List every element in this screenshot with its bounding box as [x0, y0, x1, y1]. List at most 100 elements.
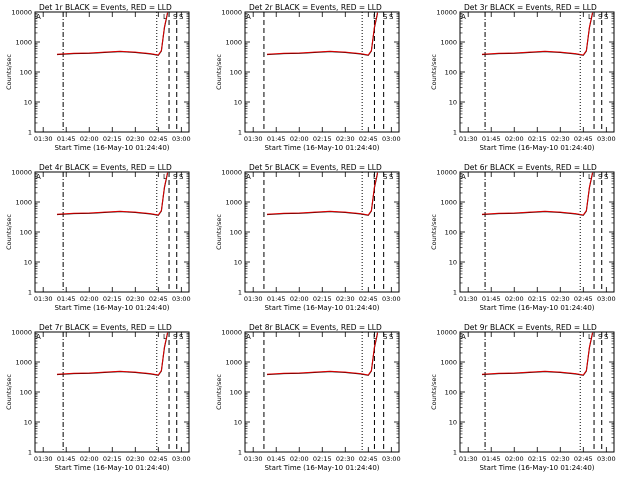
panel-title: Det 6r BLACK = Events, RED = LLD — [464, 163, 597, 172]
corner-mark: S — [173, 333, 178, 341]
panel-det-9: Det 9r BLACK = Events, RED = LLDALSS1101… — [430, 323, 616, 472]
x-tick-label: 03:00 — [172, 135, 191, 143]
y-tick-label: 10000 — [436, 9, 457, 17]
x-tick-label: 03:00 — [382, 295, 401, 303]
series-line-lld — [56, 172, 168, 216]
x-axis-label: Start Time (16-May-10 01:24:40) — [54, 304, 169, 312]
y-axis-label: Counts/sec — [5, 54, 13, 90]
y-tick-label: 10000 — [436, 329, 457, 337]
x-tick-label: 02:15 — [103, 135, 122, 143]
corner-mark: L — [373, 333, 377, 341]
y-tick-label: 1000 — [440, 359, 457, 367]
y-tick-label: 10 — [449, 99, 457, 107]
y-axis-label: Counts/sec — [430, 374, 438, 410]
y-tick-label: 1 — [453, 129, 457, 137]
x-tick-label: 03:00 — [172, 295, 191, 303]
y-tick-label: 10 — [24, 259, 32, 267]
x-tick-label: 02:30 — [336, 295, 355, 303]
x-tick-label: 02:30 — [551, 295, 570, 303]
y-tick-label: 10000 — [436, 169, 457, 177]
x-tick-label: 02:15 — [313, 135, 332, 143]
y-tick-label: 1000 — [15, 359, 32, 367]
panel-title: Det 9r BLACK = Events, RED = LLD — [464, 323, 597, 332]
series-line-lld — [266, 332, 378, 376]
corner-mark: A — [246, 333, 251, 341]
y-axis-label: Counts/sec — [430, 214, 438, 250]
corner-mark: L — [373, 173, 377, 181]
corner-mark: L — [163, 173, 167, 181]
corner-mark: S — [598, 13, 603, 21]
y-tick-label: 10000 — [11, 329, 32, 337]
y-tick-label: 100 — [230, 69, 242, 77]
plot-frame — [244, 331, 400, 453]
y-axis-label: Counts/sec — [215, 54, 223, 90]
y-tick-label: 1000 — [440, 39, 457, 47]
x-tick-label: 02:00 — [290, 135, 309, 143]
plot-frame — [244, 11, 400, 133]
x-tick-label: 01:30 — [244, 135, 263, 143]
plot-frame — [459, 11, 615, 133]
x-tick-label: 02:15 — [528, 135, 547, 143]
y-tick-label: 10000 — [221, 329, 242, 337]
series-line-lld — [481, 332, 593, 376]
y-tick-label: 100 — [445, 229, 457, 237]
y-tick-label: 1000 — [225, 199, 242, 207]
corner-mark: L — [588, 173, 592, 181]
y-tick-label: 10000 — [221, 9, 242, 17]
corner-mark: A — [36, 333, 41, 341]
y-tick-label: 10000 — [221, 169, 242, 177]
y-tick-label: 1 — [453, 289, 457, 297]
y-tick-label: 1000 — [440, 199, 457, 207]
y-tick-label: 10 — [234, 419, 242, 427]
x-axis-label: Start Time (16-May-10 01:24:40) — [479, 304, 594, 312]
plot-frame — [459, 331, 615, 453]
y-tick-label: 1 — [28, 129, 32, 137]
y-axis-label: Counts/sec — [5, 374, 13, 410]
y-tick-label: 10 — [24, 419, 32, 427]
x-tick-label: 01:45 — [57, 295, 76, 303]
y-tick-label: 100 — [230, 229, 242, 237]
y-tick-label: 10 — [449, 419, 457, 427]
x-tick-label: 02:00 — [290, 295, 309, 303]
corner-mark: S — [598, 333, 603, 341]
y-axis-label: Counts/sec — [215, 374, 223, 410]
panel-title: Det 4r BLACK = Events, RED = LLD — [39, 163, 172, 172]
x-tick-label: 02:15 — [528, 295, 547, 303]
y-tick-label: 100 — [445, 69, 457, 77]
panel-det-1: Det 1r BLACK = Events, RED = LLDALSS1101… — [5, 3, 191, 152]
x-axis-label: Start Time (16-May-10 01:24:40) — [264, 304, 379, 312]
y-tick-label: 10 — [24, 99, 32, 107]
plot-frame — [459, 171, 615, 293]
panel-det-4: Det 4r BLACK = Events, RED = LLDALSS1101… — [5, 163, 191, 312]
x-tick-label: 01:45 — [57, 135, 76, 143]
corner-mark: A — [246, 173, 251, 181]
plot-frame — [34, 11, 190, 133]
x-tick-label: 02:00 — [80, 455, 99, 463]
x-tick-label: 01:45 — [57, 455, 76, 463]
corner-mark: A — [461, 173, 466, 181]
x-tick-label: 01:45 — [267, 135, 286, 143]
corner-mark: S — [173, 13, 178, 21]
corner-mark: A — [461, 333, 466, 341]
x-tick-label: 02:45 — [359, 455, 378, 463]
corner-mark: A — [36, 13, 41, 21]
x-tick-label: 01:45 — [267, 295, 286, 303]
x-tick-label: 03:00 — [382, 455, 401, 463]
x-tick-label: 03:00 — [597, 295, 616, 303]
x-tick-label: 01:30 — [244, 295, 263, 303]
x-tick-label: 02:45 — [149, 135, 168, 143]
plot-frame — [34, 331, 190, 453]
corner-mark: S — [383, 13, 388, 21]
panel-title: Det 3r BLACK = Events, RED = LLD — [464, 3, 597, 12]
x-tick-label: 02:30 — [551, 455, 570, 463]
x-axis-label: Start Time (16-May-10 01:24:40) — [479, 464, 594, 472]
corner-mark: S — [173, 173, 178, 181]
y-tick-label: 1 — [238, 449, 242, 457]
panel-det-6: Det 6r BLACK = Events, RED = LLDALSS1101… — [430, 163, 616, 312]
corner-mark: S — [383, 333, 388, 341]
y-tick-label: 1 — [28, 289, 32, 297]
x-tick-label: 02:30 — [551, 135, 570, 143]
y-axis-label: Counts/sec — [5, 214, 13, 250]
